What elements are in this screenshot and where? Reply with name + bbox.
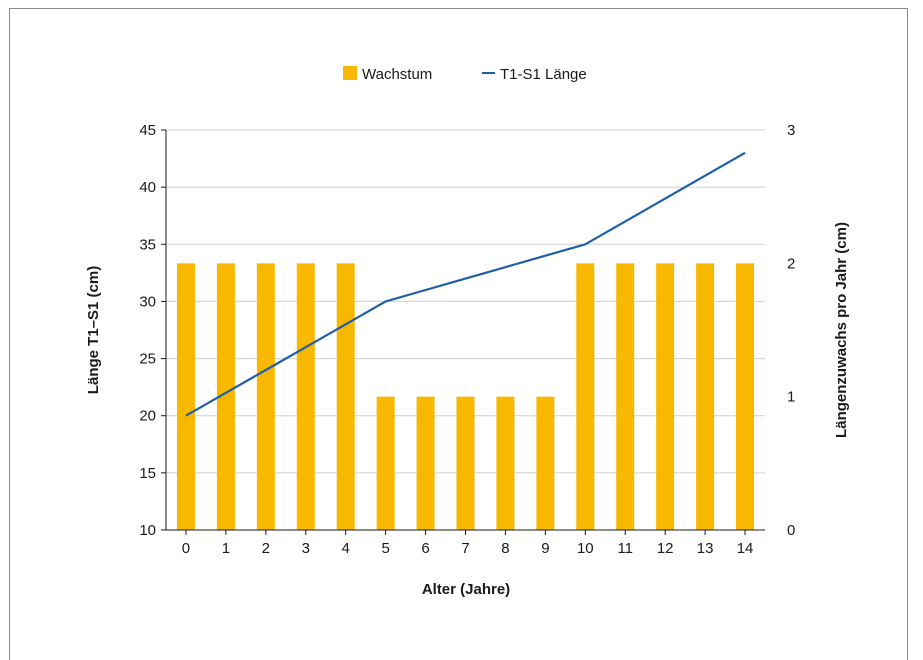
x-tick-label: 7 [461, 540, 469, 557]
x-tick-label: 11 [617, 540, 633, 557]
line-t1-s1 [185, 151, 746, 417]
legend-label-line: T1-S1 Länge [500, 66, 587, 83]
y-left-tick-label: 10 [139, 522, 156, 539]
bar-0 [176, 263, 195, 530]
x-tick-label: 2 [262, 540, 270, 557]
y-left-tick-label: 45 [139, 122, 156, 139]
x-tick-label: 4 [342, 540, 350, 557]
bar-4 [336, 263, 355, 530]
y-left-tick-label: 20 [139, 408, 156, 425]
y-right-tick-label: 3 [787, 122, 795, 139]
legend-label-bar: Wachstum [362, 66, 432, 83]
line-series [185, 151, 746, 417]
y-right-tick-label: 1 [787, 389, 795, 406]
x-tick-label: 12 [657, 540, 674, 557]
x-tick-label: 0 [182, 540, 190, 557]
x-tick-label: 13 [697, 540, 714, 557]
y-left-tick-label: 35 [139, 236, 156, 253]
bar-9 [536, 396, 555, 530]
bar-6 [416, 396, 435, 530]
x-axis-title: Alter (Jahre) [422, 581, 510, 598]
y-left-tick-label: 30 [139, 293, 156, 310]
y-left-tick-label: 15 [139, 465, 156, 482]
y-left-tick-label: 40 [139, 179, 156, 196]
bar-7 [456, 396, 475, 530]
y-axis-left-title: Länge T1–S1 (cm) [85, 266, 102, 394]
bar-3 [296, 263, 315, 530]
chart-frame [9, 8, 908, 660]
bar-13 [696, 263, 715, 530]
x-tick-label: 5 [381, 540, 389, 557]
x-tick-label: 9 [541, 540, 549, 557]
bar-1 [216, 263, 235, 530]
y-left-tick-label: 25 [139, 351, 156, 368]
legend-swatch-bar [343, 66, 357, 80]
x-tick-label: 1 [222, 540, 230, 557]
x-tick-label: 3 [302, 540, 310, 557]
legend: Wachstum T1-S1 Länge [343, 66, 587, 83]
x-tick-label: 14 [737, 540, 754, 557]
bar-8 [496, 396, 515, 530]
bar-5 [376, 396, 395, 530]
bar-10 [576, 263, 595, 530]
bar-14 [736, 263, 755, 530]
y-right-tick-label: 0 [787, 522, 795, 539]
bar-2 [256, 263, 275, 530]
x-tick-label: 6 [421, 540, 429, 557]
bar-11 [616, 263, 635, 530]
bar-series [176, 263, 755, 530]
x-tick-label: 8 [501, 540, 509, 557]
x-tick-label: 10 [577, 540, 594, 557]
y-axis-right-title: Längenzuwachs pro Jahr (cm) [833, 222, 850, 438]
bar-12 [656, 263, 675, 530]
y-right-tick-label: 2 [787, 255, 795, 272]
